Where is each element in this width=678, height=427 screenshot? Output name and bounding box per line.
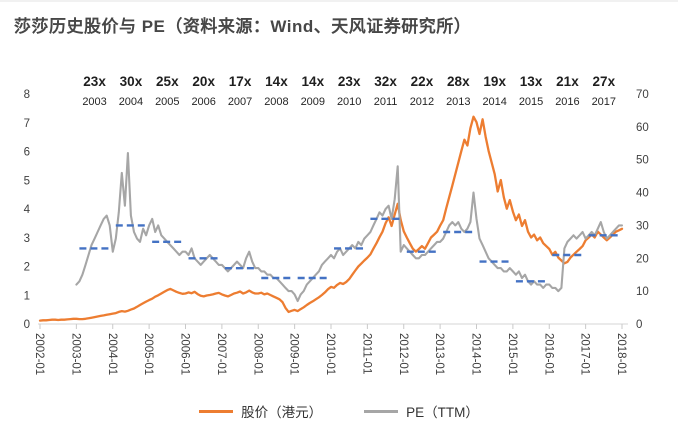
legend-label-pe: PE（TTM）: [406, 405, 479, 420]
left-axis-label: 1: [24, 290, 30, 302]
right-axis-label: 10: [636, 286, 649, 298]
left-axis-label: 2: [24, 262, 30, 274]
pe-multiple-label: 32x: [374, 74, 397, 89]
pe-year-label: 2006: [191, 96, 215, 108]
pe-multiple-label: 21x: [556, 74, 579, 89]
x-axis-label: 2003-01: [69, 333, 81, 375]
pe-multiple-label: 17x: [229, 74, 252, 89]
pe-multiple-label: 23x: [338, 74, 361, 89]
x-axis-label: 2006-01: [179, 333, 191, 375]
right-axis-label: 0: [636, 319, 642, 331]
pe-multiple-label: 20x: [192, 74, 215, 89]
pe-multiple-label: 23x: [83, 74, 106, 89]
left-axis-label: 5: [24, 175, 30, 187]
x-axis-label: 2014-01: [470, 333, 482, 375]
pe-multiple-label: 27x: [593, 74, 616, 89]
pe-year-label: 2017: [592, 96, 616, 108]
x-axis-label: 2004-01: [106, 333, 118, 375]
pe-year-label: 2004: [119, 96, 143, 108]
x-axis-label: 2005-01: [142, 333, 154, 375]
pe-year-label: 2012: [410, 96, 434, 108]
x-axis-label: 2017-01: [579, 333, 591, 375]
x-axis-label: 2002-01: [33, 333, 45, 375]
pe-multiple-label: 13x: [520, 74, 543, 89]
pe-year-label: 2011: [374, 96, 398, 108]
left-axis-label: 7: [24, 118, 30, 130]
x-axis-label: 2016-01: [542, 333, 554, 375]
pe-multiple-label: 19x: [483, 74, 506, 89]
legend-label-price: 股价（港元）: [241, 405, 323, 420]
x-axis-label: 2009-01: [288, 333, 300, 375]
x-axis-label: 2008-01: [251, 333, 263, 375]
pe-multiple-label: 14x: [302, 74, 325, 89]
pe-multiple-label: 30x: [120, 74, 143, 89]
price-line: [38, 115, 624, 322]
chart-title: 莎莎历史股价与 PE（资料来源：Wind、天风证券研究所）: [14, 17, 472, 36]
left-axis-label: 6: [24, 147, 30, 159]
right-axis-label: 30: [636, 220, 649, 232]
pe-year-label: 2005: [155, 96, 179, 108]
pe-multiple-label: 22x: [411, 74, 434, 89]
x-axis-label: 2012-01: [397, 333, 409, 375]
pe-year-label: 2010: [337, 96, 361, 108]
left-axis-label: 8: [24, 89, 30, 101]
right-axis-label: 50: [636, 155, 649, 167]
x-axis-label: 2011-01: [360, 333, 372, 374]
pe-year-label: 2007: [228, 96, 252, 108]
pe-multiple-label: 28x: [447, 74, 470, 89]
pe-year-label: 2013: [446, 96, 470, 108]
right-axis-label: 40: [636, 188, 649, 200]
x-axis-label: 2013-01: [433, 333, 445, 375]
pe-year-label: 2014: [482, 96, 506, 108]
left-axis-label: 0: [24, 319, 30, 331]
right-axis-label: 60: [636, 122, 649, 134]
x-axis-label: 2015-01: [506, 333, 518, 375]
legend-item-pe: PE（TTM）: [364, 401, 479, 421]
right-axis-label: 20: [636, 253, 649, 265]
pe-year-label: 2016: [555, 96, 579, 108]
chart-legend: 股价（港元） PE（TTM）: [0, 401, 678, 421]
left-axis-label: 4: [24, 204, 31, 216]
x-axis-label: 2018-01: [615, 333, 627, 375]
pe-year-label: 2015: [519, 96, 543, 108]
right-axis-label: 70: [636, 89, 649, 101]
left-axis-label: 3: [24, 233, 30, 245]
pe-line-swatch: [364, 409, 399, 413]
pe-year-label: 2008: [264, 96, 288, 108]
pe-year-label: 2003: [82, 96, 106, 108]
pe-multiple-label: 14x: [265, 74, 288, 89]
legend-item-price: 股价（港元）: [199, 401, 322, 421]
price-line-swatch: [199, 409, 234, 413]
x-axis-label: 2007-01: [215, 333, 227, 375]
pe-multiple-label: 25x: [156, 74, 179, 89]
x-axis-label: 2010-01: [324, 333, 336, 375]
pe-year-label: 2009: [301, 96, 325, 108]
